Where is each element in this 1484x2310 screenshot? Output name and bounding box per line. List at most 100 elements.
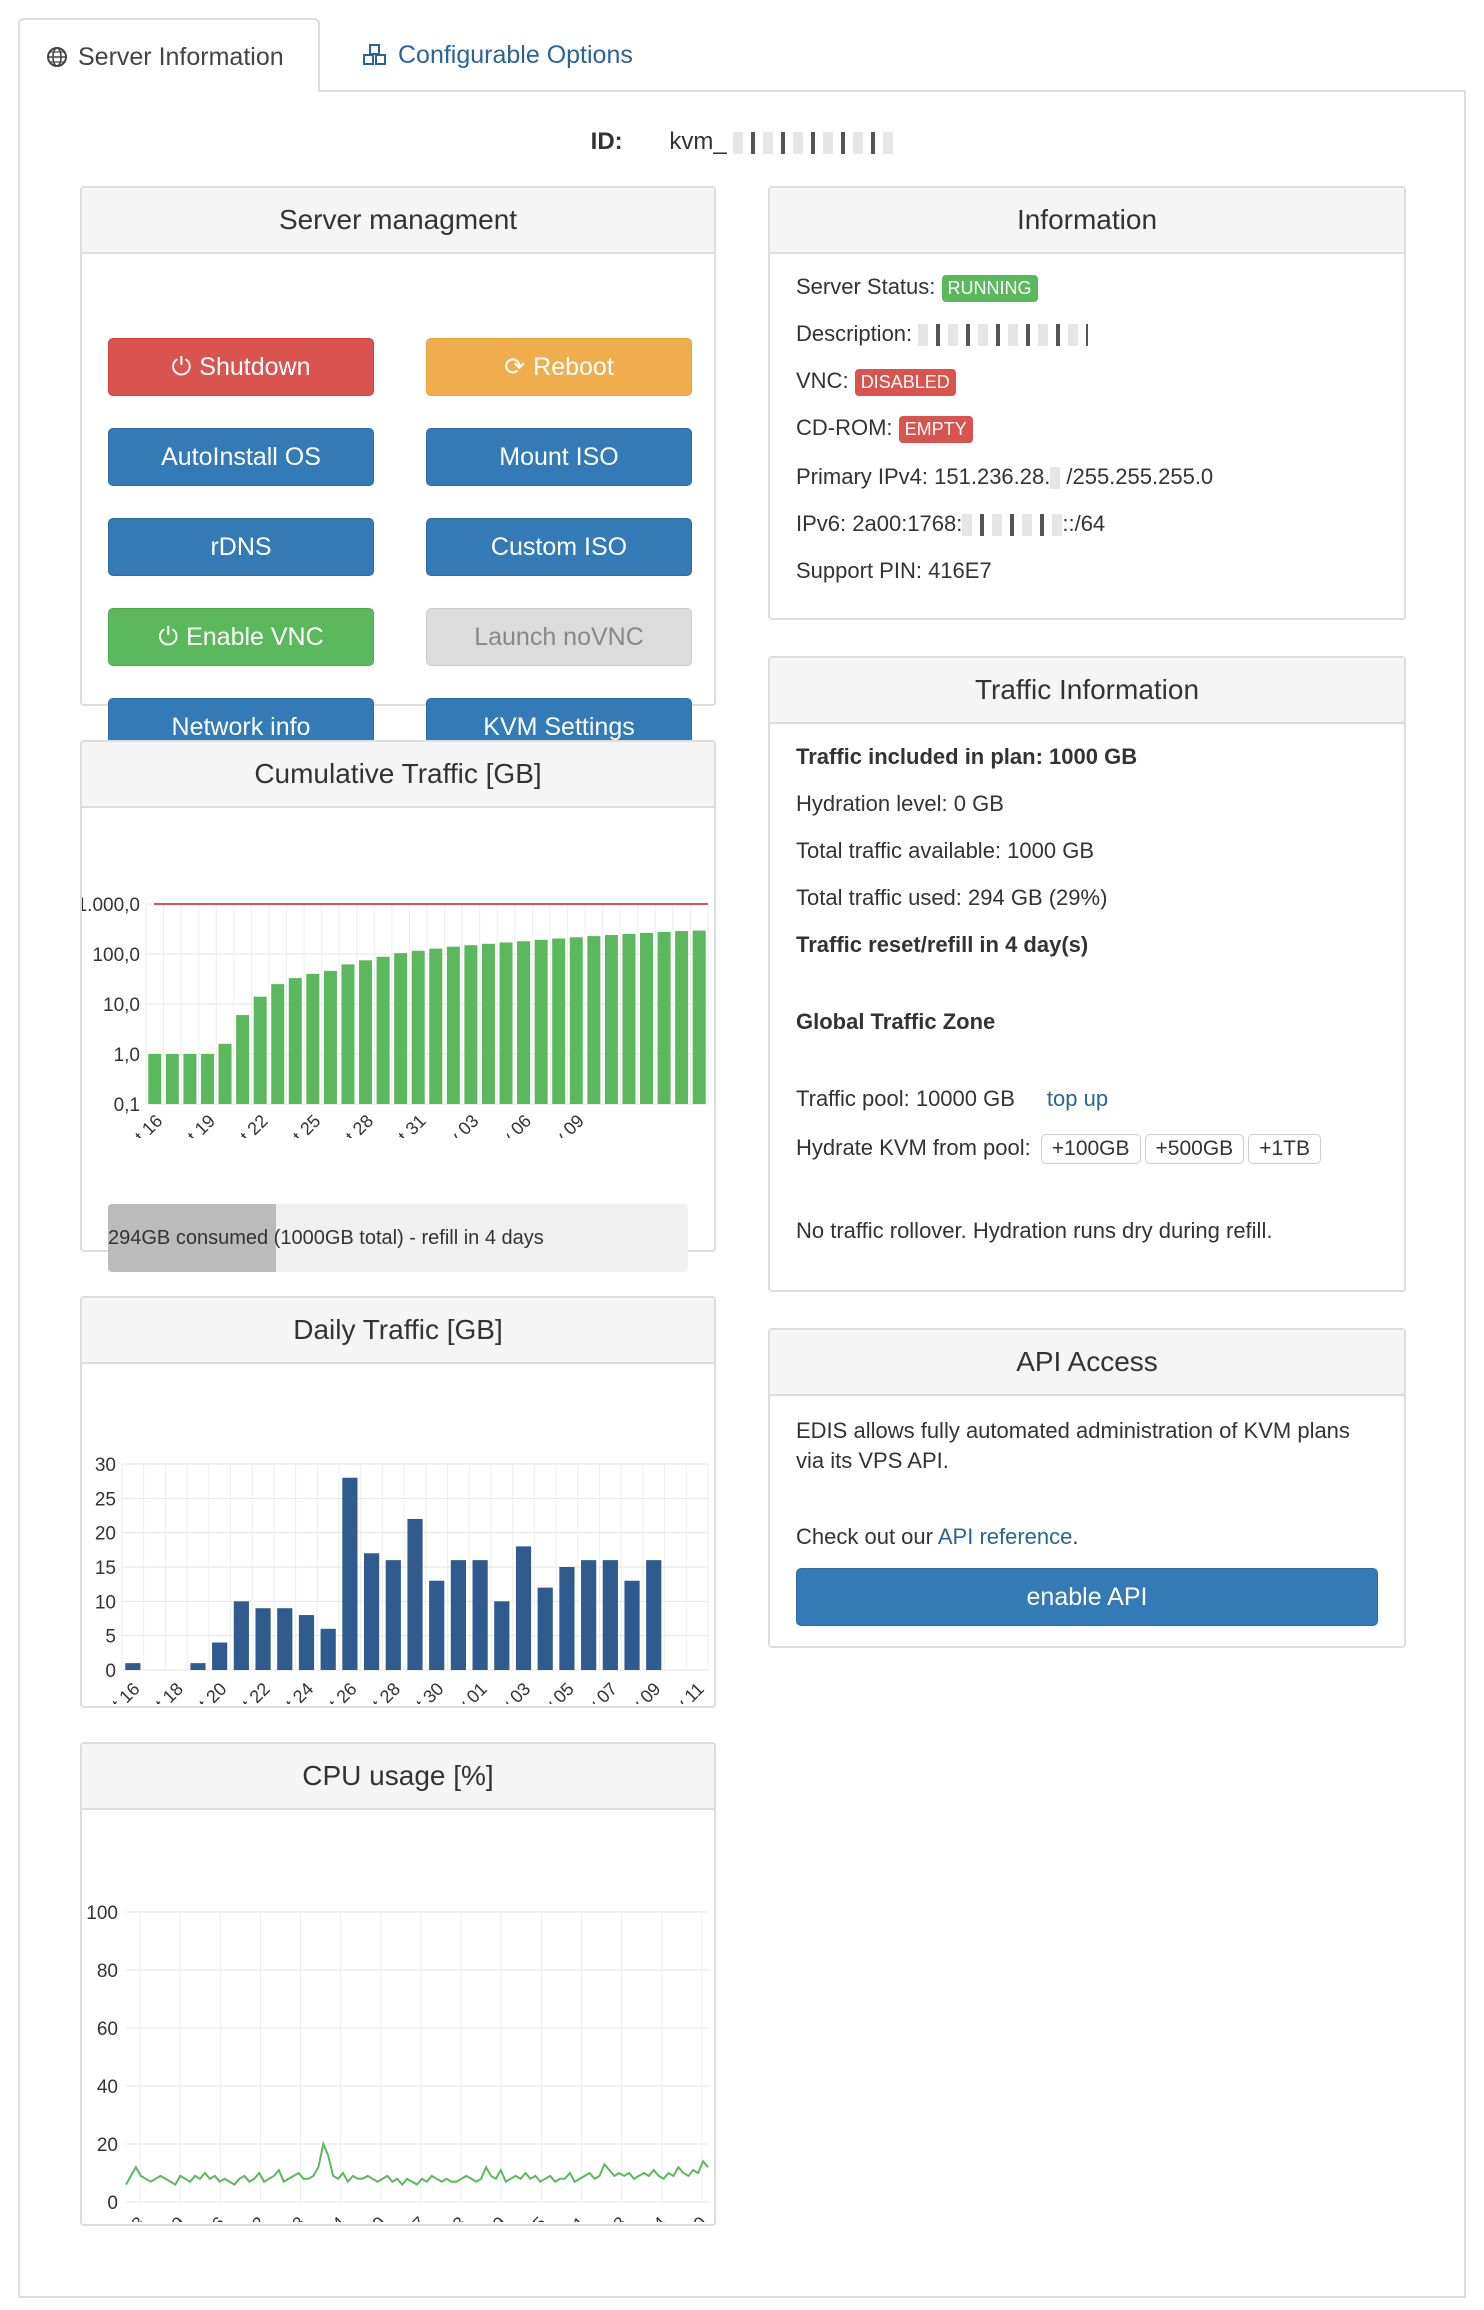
hydrate-label: Hydrate KVM from pool: xyxy=(796,1135,1031,1160)
bar xyxy=(537,1587,553,1670)
traffic-pool: Traffic pool: 10000 GB top up xyxy=(796,1086,1108,1112)
top-up-link[interactable]: top up xyxy=(1046,1086,1109,1111)
bar xyxy=(255,1608,271,1670)
bar xyxy=(298,1615,315,1670)
rollover-note: No traffic rollover. Hydration runs dry … xyxy=(796,1218,1273,1243)
bar xyxy=(587,936,601,1104)
bar xyxy=(363,1553,380,1670)
y-tick-label: 20 xyxy=(97,2135,118,2156)
y-tick-label: 20 xyxy=(95,1524,116,1545)
x-tick-label: 15:28 xyxy=(584,2213,630,2222)
y-tick-label: 0,1 xyxy=(114,1095,140,1116)
bar xyxy=(559,1567,575,1670)
bar xyxy=(190,1663,206,1670)
bar xyxy=(602,1560,618,1670)
x-tick-label: 12:13 xyxy=(103,2213,149,2222)
total-available: Total traffic available: 1000 GB xyxy=(796,838,1094,863)
bar xyxy=(341,964,355,1104)
x-tick-label: 15:44 xyxy=(625,2213,671,2222)
bar xyxy=(148,1054,162,1104)
x-tick-label: Oct 25 xyxy=(273,1111,325,1138)
ipv4-suffix: /255.255.255.0 xyxy=(1066,464,1214,489)
api-reference-link[interactable]: API reference xyxy=(937,1524,1073,1549)
server-management-panel: Server managment ⏻ Shutdown ⟳ Reboot AutoI… xyxy=(80,186,716,756)
server-id-label: ID: xyxy=(590,128,623,155)
bar xyxy=(604,934,618,1104)
daily-traffic-panel: Daily Traffic [GB] 051015202530Oct 16Oct… xyxy=(80,1296,716,1708)
bar xyxy=(342,1477,358,1670)
x-tick-label: Oct 30 xyxy=(396,1679,448,1704)
ipv6-prefix: IPv6: 2a00:1768: xyxy=(796,511,963,536)
bar xyxy=(429,948,443,1104)
server-id: ID: kvm_ xyxy=(0,128,1484,156)
tab-configurable-options[interactable]: Configurable Options xyxy=(336,18,659,92)
panel-title: Traffic Information xyxy=(770,658,1404,724)
bar xyxy=(218,1043,232,1104)
hydrate-row: Hydrate KVM from pool: +100GB +500GB +1TB xyxy=(796,1134,1321,1164)
globe-icon xyxy=(46,21,68,95)
x-tick-label: 13:02 xyxy=(223,2213,269,2222)
enable-api-button[interactable]: enable API xyxy=(796,1568,1378,1626)
hydrate-100gb-button[interactable]: +100GB xyxy=(1040,1134,1141,1164)
api-description: EDIS allows fully automated administrati… xyxy=(796,1418,1350,1473)
hydrate-1tb-button[interactable]: +1TB xyxy=(1248,1134,1321,1164)
cpu-line xyxy=(125,2140,709,2187)
custom-iso-button[interactable]: Custom ISO xyxy=(426,518,692,576)
vnc-label: VNC: xyxy=(796,368,849,393)
bar xyxy=(640,932,654,1104)
ipv6-suffix: ::/64 xyxy=(1062,511,1106,536)
cdrom-label: CD-ROM: xyxy=(796,415,893,440)
rdns-button[interactable]: rDNS xyxy=(108,518,374,576)
panel-title: API Access xyxy=(770,1330,1404,1396)
tab-server-information[interactable]: Server Information xyxy=(18,18,320,92)
x-tick-label: 16:00 xyxy=(665,2213,711,2222)
bar xyxy=(236,1015,250,1104)
bar xyxy=(552,938,566,1104)
bar xyxy=(581,1560,597,1670)
launch-novnc-button[interactable]: Launch noVNC xyxy=(426,608,692,666)
panel-title: Information xyxy=(770,188,1404,254)
total-used: Total traffic used: 294 GB (29%) xyxy=(796,885,1108,910)
enable-vnc-label: Enable VNC xyxy=(186,623,324,651)
bar xyxy=(624,1580,640,1670)
bar xyxy=(411,950,425,1104)
power-icon: ⏻ xyxy=(171,353,192,381)
bar xyxy=(534,939,548,1104)
redacted-text xyxy=(918,324,1089,347)
bar xyxy=(165,1054,179,1104)
reboot-label: Reboot xyxy=(533,353,614,381)
panel-title: CPU usage [%] xyxy=(82,1744,714,1810)
status-badge: RUNNING xyxy=(941,274,1038,302)
mount-iso-button[interactable]: Mount ISO xyxy=(426,428,692,486)
autoinstall-os-button[interactable]: AutoInstall OS xyxy=(108,428,374,486)
reboot-button[interactable]: ⟳ Reboot xyxy=(426,338,692,396)
bar xyxy=(450,1560,467,1670)
pool-label: Traffic pool: 10000 GB xyxy=(796,1086,1015,1111)
hydrate-500gb-button[interactable]: +500GB xyxy=(1144,1134,1245,1164)
bar xyxy=(183,1054,197,1104)
x-tick-label: 12:46 xyxy=(183,2213,229,2222)
bar xyxy=(394,953,408,1104)
server-status: Server Status: RUNNING xyxy=(796,274,1038,302)
y-tick-label: 60 xyxy=(97,2019,118,2040)
traffic-information-panel: Traffic Information Traffic included in … xyxy=(768,656,1406,1292)
x-tick-label: 13:50 xyxy=(344,2213,390,2222)
ipv4-prefix: Primary IPv4: 151.236.28. xyxy=(796,464,1051,489)
y-tick-label: 10 xyxy=(95,1592,116,1613)
shutdown-button[interactable]: ⏻ Shutdown xyxy=(108,338,374,396)
panel-title: Daily Traffic [GB] xyxy=(82,1298,714,1364)
information-panel: Information Server Status: RUNNING Descr… xyxy=(768,186,1406,620)
bar xyxy=(472,1560,488,1670)
enable-vnc-button[interactable]: ⏻ Enable VNC xyxy=(108,608,374,666)
bar xyxy=(464,945,478,1104)
api-access-panel: API Access EDIS allows fully automated a… xyxy=(768,1328,1406,1648)
traffic-included: Traffic included in plan: 1000 GB xyxy=(796,744,1138,769)
api-reference-line: Check out our API reference. xyxy=(796,1524,1079,1550)
bar xyxy=(646,1560,662,1670)
x-tick-label: 15:11 xyxy=(545,2213,590,2222)
bar xyxy=(277,1608,293,1670)
progress-text: 294GB consumed (1000GB total) - refill i… xyxy=(108,1204,544,1272)
y-tick-label: 10,0 xyxy=(103,995,140,1016)
